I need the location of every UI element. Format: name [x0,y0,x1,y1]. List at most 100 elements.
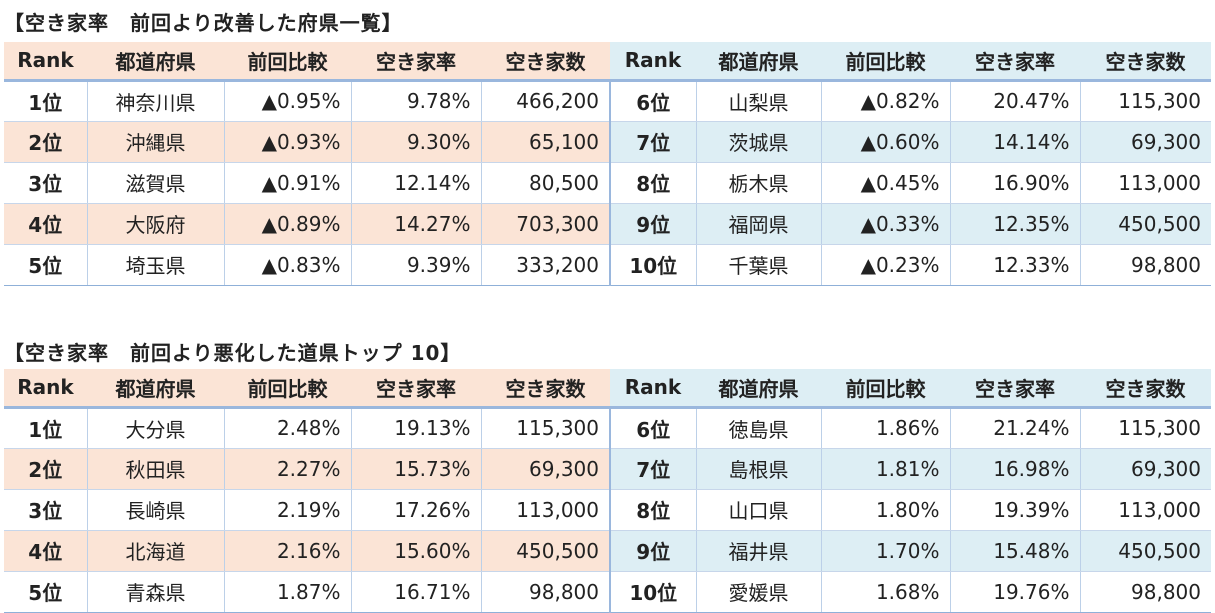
vacancy-count-cell: 115,300 [480,407,610,449]
prefecture-cell: 青森県 [86,571,224,613]
rank-cell: 9位 [609,530,696,572]
prefecture-cell: 栃木県 [695,162,821,204]
header-row: Rank 都道府県 前回比較 空き家率 空き家数 Rank 都道府県 前回比較 … [4,369,1211,409]
col-vacancy-rate-header: 空き家率 [950,42,1080,82]
change-cell: 1.87% [223,571,351,613]
change-cell: ▲0.45% [820,162,950,204]
vacancy-rate-cell: 16.90% [949,162,1080,204]
change-cell: ▲0.60% [820,121,950,163]
col-prefecture-header: 都道府県 [87,42,224,82]
change-cell: 1.86% [820,407,950,449]
vacancy-rate-cell: 15.73% [350,448,481,490]
table-row: 5位 青森県 1.87% 16.71% 98,800 10位 愛媛県 1.68%… [4,571,1211,613]
rank-cell: 3位 [4,489,87,531]
change-cell: 2.48% [223,407,351,449]
table-row: 2位 沖縄県 ▲0.93% 9.30% 65,100 7位 茨城県 ▲0.60%… [4,121,1211,163]
col-prefecture-header: 都道府県 [87,369,224,409]
table-row: 3位 長崎県 2.19% 17.26% 113,000 8位 山口県 1.80%… [4,489,1211,531]
change-cell: 2.19% [223,489,351,531]
prefecture-cell: 大分県 [86,407,224,449]
col-prefecture-header: 都道府県 [696,42,821,82]
vacancy-count-cell: 703,300 [480,203,610,245]
vacancy-count-cell: 98,800 [480,571,610,613]
prefecture-cell: 秋田県 [86,448,224,490]
prefecture-cell: 埼玉県 [86,244,224,286]
col-vacancy-count-header: 空き家数 [1080,369,1211,409]
header-row: Rank 都道府県 前回比較 空き家率 空き家数 Rank 都道府県 前回比較 … [4,42,1211,82]
change-cell: 1.70% [820,530,950,572]
vacancy-rate-cell: 16.98% [949,448,1080,490]
improved-section-title: 【空き家率 前回より改善した府県一覧】 [4,11,403,35]
vacancy-count-cell: 115,300 [1079,407,1211,449]
table-row: 1位 神奈川県 ▲0.95% 9.78% 466,200 6位 山梨県 ▲0.8… [4,80,1211,122]
rank-cell: 8位 [609,489,696,531]
col-change-header: 前回比較 [224,42,351,82]
vacancy-rate-cell: 17.26% [350,489,481,531]
col-rank-header: Rank [4,42,87,82]
vacancy-count-cell: 115,300 [1079,80,1211,122]
worsened-table: Rank 都道府県 前回比較 空き家率 空き家数 Rank 都道府県 前回比較 … [4,369,1211,613]
col-change-header: 前回比較 [821,42,950,82]
rank-cell: 6位 [609,80,696,122]
table-row: 4位 北海道 2.16% 15.60% 450,500 9位 福井県 1.70%… [4,530,1211,572]
rank-cell: 5位 [4,244,87,286]
change-cell: 2.16% [223,530,351,572]
change-cell: ▲0.83% [223,244,351,286]
prefecture-cell: 長崎県 [86,489,224,531]
prefecture-cell: 北海道 [86,530,224,572]
rank-cell: 9位 [609,203,696,245]
col-vacancy-count-header: 空き家数 [481,369,610,409]
col-rank-header: Rank [610,42,696,82]
col-rank-header: Rank [610,369,696,409]
col-rank-header: Rank [4,369,87,409]
vacancy-rate-cell: 12.35% [949,203,1080,245]
vacancy-rate-cell: 19.13% [350,407,481,449]
vacancy-count-cell: 450,500 [480,530,610,572]
vacancy-rate-cell: 12.33% [949,244,1080,286]
col-vacancy-rate-header: 空き家率 [351,369,481,409]
vacancy-rate-cell: 9.30% [350,121,481,163]
change-cell: ▲0.95% [223,80,351,122]
prefecture-cell: 福岡県 [695,203,821,245]
prefecture-cell: 神奈川県 [86,80,224,122]
vacancy-rate-cell: 15.60% [350,530,481,572]
prefecture-cell: 茨城県 [695,121,821,163]
vacancy-rate-cell: 15.48% [949,530,1080,572]
prefecture-cell: 千葉県 [695,244,821,286]
rank-cell: 2位 [4,448,87,490]
vacancy-count-cell: 65,100 [480,121,610,163]
prefecture-cell: 福井県 [695,530,821,572]
vacancy-rate-cell: 19.76% [949,571,1080,613]
change-cell: 1.81% [820,448,950,490]
rank-cell: 7位 [609,121,696,163]
table-row: 2位 秋田県 2.27% 15.73% 69,300 7位 島根県 1.81% … [4,448,1211,490]
prefecture-cell: 山梨県 [695,80,821,122]
rank-cell: 1位 [4,407,87,449]
rank-cell: 10位 [609,571,696,613]
prefecture-cell: 沖縄県 [86,121,224,163]
prefecture-cell: 山口県 [695,489,821,531]
vacancy-count-cell: 113,000 [480,489,610,531]
worsened-section-title: 【空き家率 前回より悪化した道県トップ 10】 [4,341,462,365]
rank-cell: 3位 [4,162,87,204]
vacancy-count-cell: 450,500 [1079,530,1211,572]
change-cell: ▲0.82% [820,80,950,122]
vacancy-rate-cell: 9.78% [350,80,481,122]
rank-cell: 5位 [4,571,87,613]
table-row: 3位 滋賀県 ▲0.91% 12.14% 80,500 8位 栃木県 ▲0.45… [4,162,1211,204]
col-vacancy-rate-header: 空き家率 [351,42,481,82]
vacancy-rate-cell: 20.47% [949,80,1080,122]
prefecture-cell: 滋賀県 [86,162,224,204]
rank-cell: 8位 [609,162,696,204]
col-vacancy-rate-header: 空き家率 [950,369,1080,409]
table-row: 1位 大分県 2.48% 19.13% 115,300 6位 徳島県 1.86%… [4,407,1211,449]
rank-cell: 1位 [4,80,87,122]
vacancy-rate-cell: 21.24% [949,407,1080,449]
vacancy-rate-cell: 9.39% [350,244,481,286]
change-cell: ▲0.89% [223,203,351,245]
table-row: 5位 埼玉県 ▲0.83% 9.39% 333,200 10位 千葉県 ▲0.2… [4,244,1211,286]
change-cell: ▲0.23% [820,244,950,286]
col-vacancy-count-header: 空き家数 [1080,42,1211,82]
change-cell: 1.68% [820,571,950,613]
col-change-header: 前回比較 [224,369,351,409]
